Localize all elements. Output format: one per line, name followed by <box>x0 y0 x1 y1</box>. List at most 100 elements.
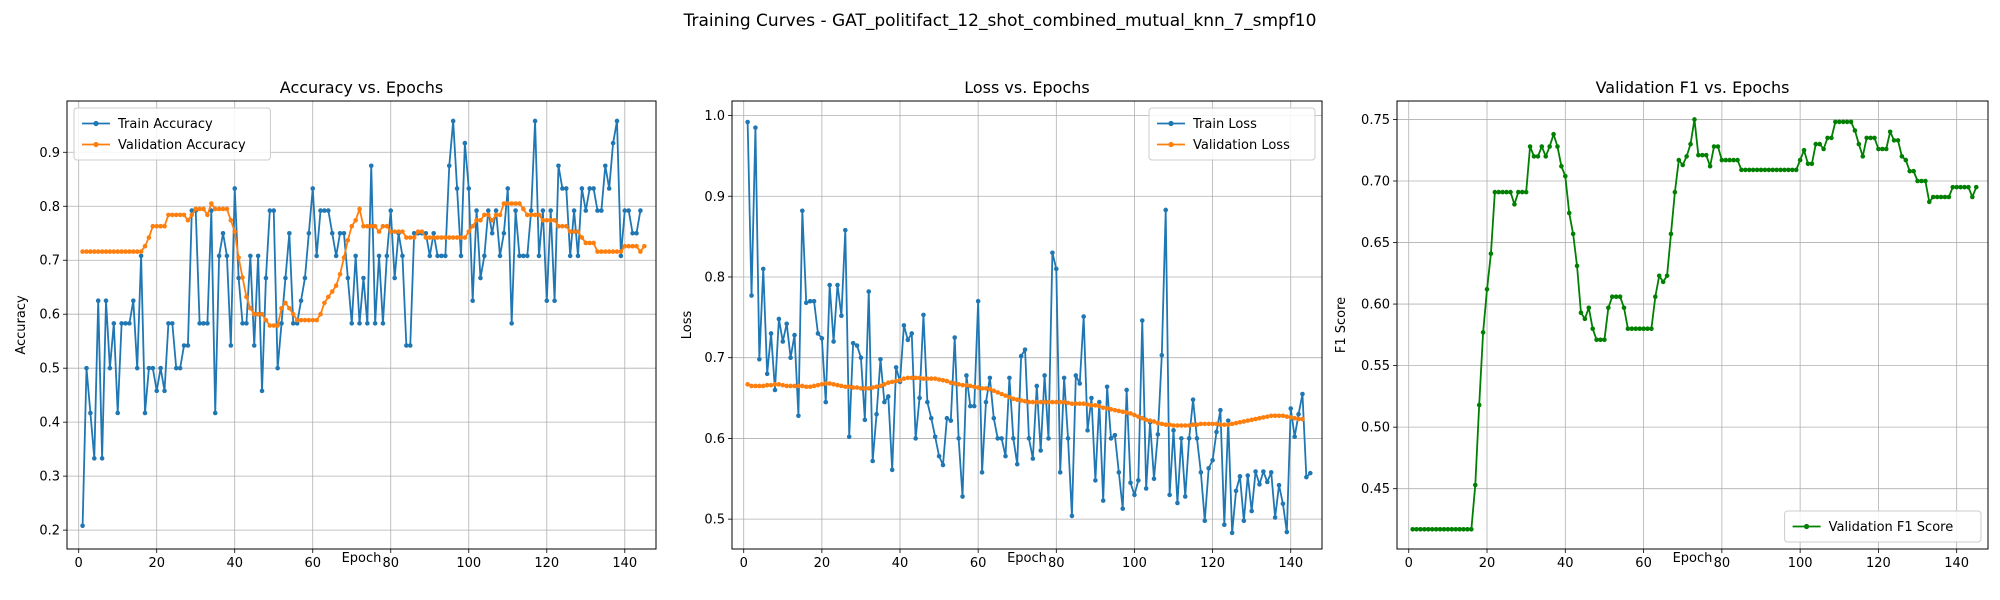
validation-f1-score-point <box>1551 131 1556 137</box>
accuracy-legend: Train Accuracy Validation Accuracy <box>73 107 271 161</box>
validation-f1-score-point <box>1903 157 1909 163</box>
validation-loss-point <box>1054 399 1059 405</box>
validation-f1-score-point <box>1649 326 1654 331</box>
validation-accuracy-point <box>571 229 577 234</box>
validation-accuracy-point <box>630 243 635 249</box>
validation-loss-point <box>792 383 797 389</box>
train-loss-point <box>1112 432 1118 438</box>
train-accuracy-point <box>599 208 604 213</box>
validation-accuracy-point <box>205 212 210 218</box>
validation-f1-score-point <box>1962 184 1967 190</box>
train-accuracy-point <box>622 208 628 213</box>
validation-f1-score-point <box>1469 527 1474 532</box>
train-accuracy-point <box>466 186 472 191</box>
f1-grid <box>1397 101 1988 549</box>
validation-accuracy-point <box>212 206 218 212</box>
validation-loss-legend-marker <box>1168 141 1174 148</box>
train-accuracy-point <box>521 253 526 259</box>
validation-accuracy-point <box>470 223 475 229</box>
train-loss-point <box>1108 436 1114 441</box>
loss-plot-frame <box>731 100 1323 550</box>
train-loss-point <box>1253 469 1258 474</box>
validation-f1-score-point <box>1598 337 1603 343</box>
validation-accuracy-point <box>583 240 589 246</box>
validation-accuracy-point <box>345 237 351 243</box>
validation-loss-point <box>1249 417 1254 423</box>
train-loss-point <box>878 357 883 362</box>
validation-accuracy-point <box>162 223 167 229</box>
train-accuracy-point <box>310 186 316 191</box>
validation-accuracy-point <box>353 217 358 223</box>
train-loss-point <box>1288 406 1294 411</box>
f1-y-tick-label: 0.45 <box>1361 482 1390 497</box>
train-loss-point <box>1057 470 1063 475</box>
train-loss-point <box>745 119 750 125</box>
train-accuracy-legend-label: Train Accuracy <box>117 117 213 132</box>
validation-f1-score-point <box>1504 189 1509 195</box>
f1-x-tick-label: 100 <box>1788 556 1813 571</box>
f1-y-tick-label: 0.55 <box>1361 359 1390 374</box>
train-accuracy-point <box>314 253 319 259</box>
validation-loss-point <box>1237 419 1243 425</box>
validation-accuracy-point <box>610 249 616 254</box>
validation-accuracy-point <box>423 235 429 240</box>
train-accuracy-point <box>443 253 448 259</box>
validation-f1-score-point <box>1883 146 1889 152</box>
train-accuracy-point <box>181 343 187 348</box>
train-accuracy-point <box>283 275 288 281</box>
accuracy-y-tick-label: 0.2 <box>39 524 60 539</box>
train-accuracy-point <box>84 365 89 371</box>
validation-f1-score-point <box>1613 294 1619 299</box>
validation-loss-point <box>1003 393 1008 398</box>
train-accuracy-point <box>251 343 257 348</box>
train-loss-point <box>1265 479 1270 485</box>
validation-accuracy-point <box>411 235 417 240</box>
train-loss-point <box>1065 436 1071 441</box>
validation-accuracy-point <box>341 255 347 260</box>
train-loss-point <box>1100 498 1106 503</box>
validation-accuracy-point <box>407 235 413 240</box>
train-accuracy-line <box>81 120 642 526</box>
validation-f1-score-point <box>1426 527 1431 532</box>
train-loss-point <box>1155 432 1161 437</box>
validation-accuracy-point <box>493 212 499 218</box>
train-accuracy-point <box>337 230 343 236</box>
validation-loss-point <box>850 385 856 390</box>
validation-accuracy-point <box>540 217 546 223</box>
validation-accuracy-point <box>228 217 234 223</box>
train-accuracy-point <box>318 208 323 213</box>
f1-y-tick-label: 0.65 <box>1361 236 1390 251</box>
validation-f1-score-point <box>1750 167 1756 173</box>
train-accuracy-point <box>88 410 93 416</box>
train-loss-point <box>858 355 864 360</box>
validation-loss-point <box>1182 423 1188 428</box>
train-loss-point <box>1061 375 1067 381</box>
validation-accuracy-point <box>485 212 491 218</box>
accuracy-x-tick-label: 20 <box>148 556 165 571</box>
validation-loss-point <box>1136 414 1141 419</box>
train-loss-point <box>1307 470 1313 476</box>
train-accuracy-point <box>131 298 136 304</box>
validation-loss-point <box>843 384 848 390</box>
validation-accuracy-point <box>115 249 121 254</box>
validation-accuracy-point <box>579 235 585 240</box>
train-accuracy-point <box>244 321 249 326</box>
validation-loss-point <box>839 383 844 389</box>
train-accuracy-point <box>134 365 140 371</box>
validation-accuracy-point <box>99 249 105 254</box>
validation-accuracy-point <box>560 223 565 229</box>
validation-loss-point <box>1257 415 1262 421</box>
accuracy-x-tick-label: 40 <box>226 556 243 571</box>
validation-accuracy-point <box>536 212 542 218</box>
train-loss-point <box>866 289 872 294</box>
validation-loss-point <box>854 385 860 390</box>
validation-loss-point <box>866 386 872 391</box>
validation-accuracy-point <box>123 249 128 254</box>
loss-y-tick-label: 0.6 <box>704 432 725 447</box>
train-loss-point <box>843 227 848 233</box>
validation-loss-point <box>862 386 868 391</box>
validation-accuracy-point <box>349 223 355 229</box>
f1-panel: Validation F1 vs. Epochs Epoch F1 Score … <box>1334 78 1989 571</box>
validation-f1-score-point <box>1938 194 1944 200</box>
train-accuracy-point <box>524 253 530 259</box>
